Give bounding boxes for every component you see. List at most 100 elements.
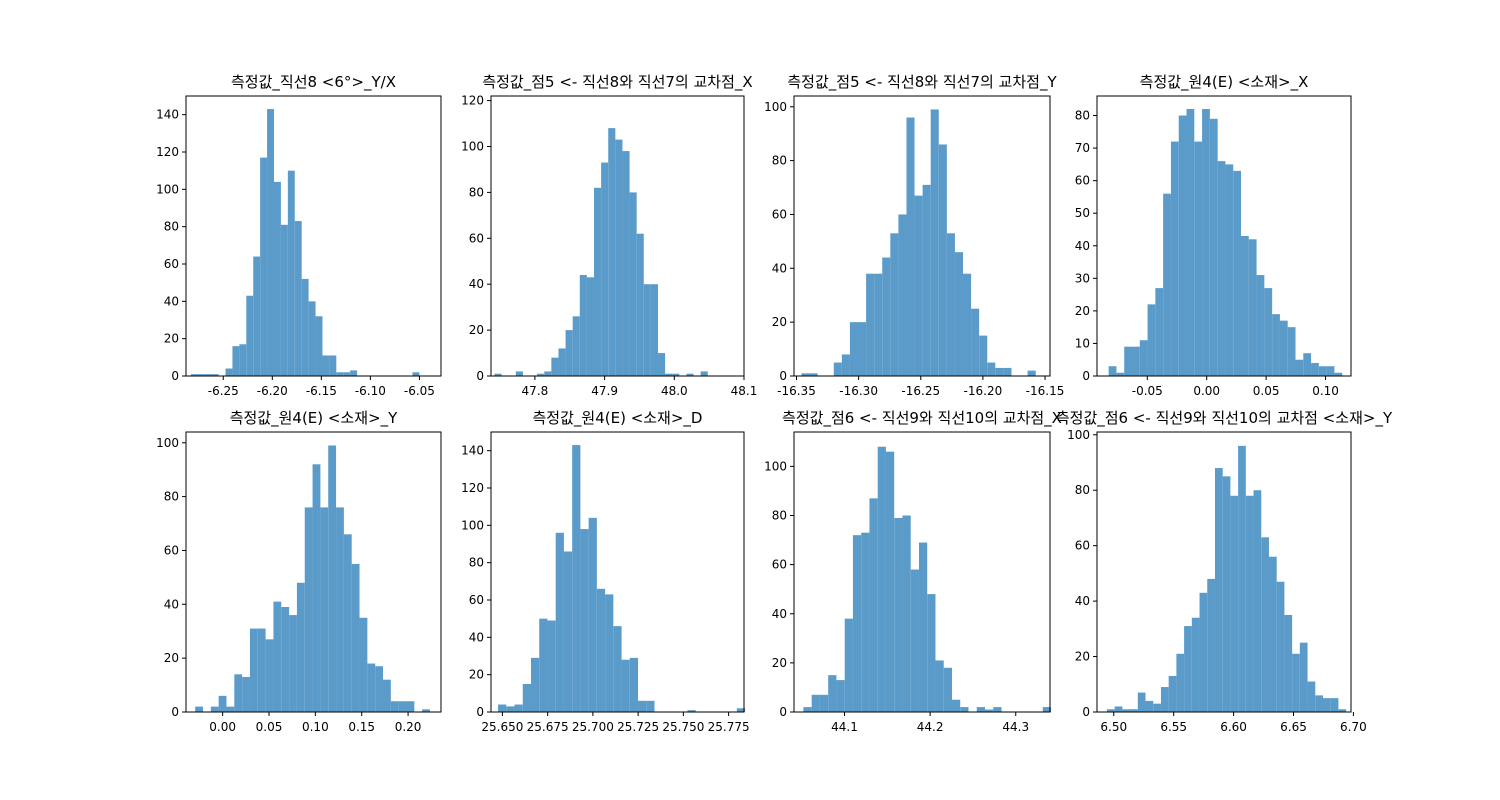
histogram-bar — [226, 706, 235, 712]
y-tick-label: 100 — [461, 518, 484, 532]
histogram-bar — [1318, 366, 1327, 376]
x-tick-label: -16.35 — [777, 384, 816, 398]
histogram-bar — [308, 301, 316, 376]
histogram-bar — [211, 374, 219, 376]
histogram-bar — [498, 704, 507, 712]
y-tick-label: 0 — [171, 705, 179, 719]
y-tick-label: 80 — [1075, 483, 1090, 497]
histogram-bar — [1122, 709, 1131, 712]
histogram-bar — [1338, 709, 1347, 712]
panel-title: 측정값_점5 <- 직선8와 직선7의 교차점_Y — [787, 73, 1057, 92]
panel-title: 측정값_점6 <- 직선9와 직선10의 교차점 <소재>_Y — [1056, 409, 1393, 428]
histogram-bar — [350, 370, 358, 376]
histogram-bar — [844, 618, 853, 712]
histogram-bar — [383, 679, 391, 712]
histogram-bar — [1268, 556, 1277, 712]
y-tick-label: 100 — [461, 139, 484, 153]
y-tick-label: 80 — [164, 490, 179, 504]
histogram-bar — [890, 233, 899, 376]
y-tick-label: 60 — [772, 207, 787, 221]
histogram-bar — [1253, 490, 1262, 712]
y-tick-label: 60 — [772, 558, 787, 572]
histogram-bar — [320, 507, 329, 712]
x-tick-label: -16.30 — [839, 384, 878, 398]
histogram-bar — [638, 700, 647, 712]
y-tick-label: 80 — [469, 556, 484, 570]
histogram-bar — [1137, 692, 1146, 712]
y-tick-label: 120 — [461, 481, 484, 495]
y-tick-label: 40 — [772, 261, 787, 275]
histogram-bar — [849, 322, 858, 376]
histogram-bar — [195, 706, 204, 712]
histogram-bar — [811, 694, 820, 712]
x-tick-label: 6.65 — [1280, 720, 1307, 734]
histogram-bar — [1214, 468, 1223, 712]
histogram-bar — [601, 162, 609, 376]
x-tick-label: 0.05 — [256, 720, 283, 734]
histogram-bar — [852, 535, 862, 712]
x-tick-label: 0.10 — [1312, 384, 1339, 398]
histogram-bar — [918, 542, 928, 712]
histogram-bar — [954, 252, 964, 376]
histogram-bar — [225, 368, 233, 376]
histogram-bar — [580, 529, 589, 712]
y-tick-label: 80 — [1075, 109, 1090, 123]
histogram-bar — [586, 277, 595, 376]
histogram-bar — [1261, 537, 1269, 712]
y-tick-label: 10 — [1075, 336, 1090, 350]
histogram-bar — [869, 498, 878, 712]
histogram-bar — [1145, 700, 1154, 712]
histogram-bar — [253, 256, 261, 376]
histogram-bar — [971, 308, 980, 376]
x-tick-label: 0.00 — [209, 720, 236, 734]
histogram-bar — [572, 316, 580, 376]
histogram-bar — [594, 187, 602, 376]
histogram-bar — [1132, 346, 1140, 376]
histogram-bar — [343, 372, 351, 376]
histogram-bar — [874, 273, 883, 376]
histogram-bar — [938, 144, 947, 376]
histogram-bar — [736, 708, 746, 712]
y-tick-label: 20 — [469, 323, 484, 337]
histogram-bar — [960, 707, 969, 712]
x-tick-label: -16.25 — [901, 384, 940, 398]
histogram-bar — [946, 233, 955, 376]
histogram-bar — [665, 373, 673, 376]
histogram-bar — [1186, 109, 1195, 377]
x-tick-label: 44.3 — [1002, 720, 1029, 734]
histogram-bar — [329, 355, 337, 376]
histogram-bar — [1292, 653, 1300, 712]
histogram-bar — [390, 701, 399, 712]
histogram-bar — [315, 316, 323, 376]
x-tick-label: 0.00 — [1193, 384, 1220, 398]
histogram-panel: -0.05 0.00 0.05 0.10 0 10 20 30 40 50 60 70 80 측정값_원4… — [1075, 73, 1352, 398]
histogram-bar — [1230, 495, 1239, 712]
histogram-bar — [906, 117, 915, 376]
histogram-bar — [819, 694, 829, 712]
x-tick-label: 6.55 — [1160, 720, 1187, 734]
histogram-bar — [204, 374, 212, 376]
x-tick-label: 25.725 — [617, 720, 659, 734]
histogram-bar — [514, 704, 523, 712]
x-tick-label: 0.10 — [302, 720, 329, 734]
histogram-panel: -16.35 -16.30 -16.25 -16.20 -16.15 0 20 40 60 80 1… — [764, 73, 1064, 398]
y-tick-label: 20 — [469, 668, 484, 682]
y-tick-label: 50 — [1075, 206, 1090, 220]
y-tick-label: 100 — [764, 100, 787, 114]
histogram-bar — [257, 628, 266, 712]
histogram-bar — [539, 618, 548, 712]
histogram-bar — [547, 620, 556, 712]
histogram-bar — [882, 257, 891, 376]
x-tick-label: -16.20 — [964, 384, 1003, 398]
histogram-bar — [572, 445, 581, 712]
histogram-bar — [596, 588, 606, 712]
histogram-bar — [1147, 304, 1156, 376]
histogram-bar — [1042, 707, 1052, 712]
y-tick-label: 0 — [779, 369, 787, 383]
histogram-bar — [249, 628, 258, 712]
x-tick-label: 47.9 — [591, 384, 618, 398]
axes-frame — [793, 95, 1051, 377]
histogram-bar — [336, 372, 344, 376]
axes-frame — [490, 431, 745, 713]
